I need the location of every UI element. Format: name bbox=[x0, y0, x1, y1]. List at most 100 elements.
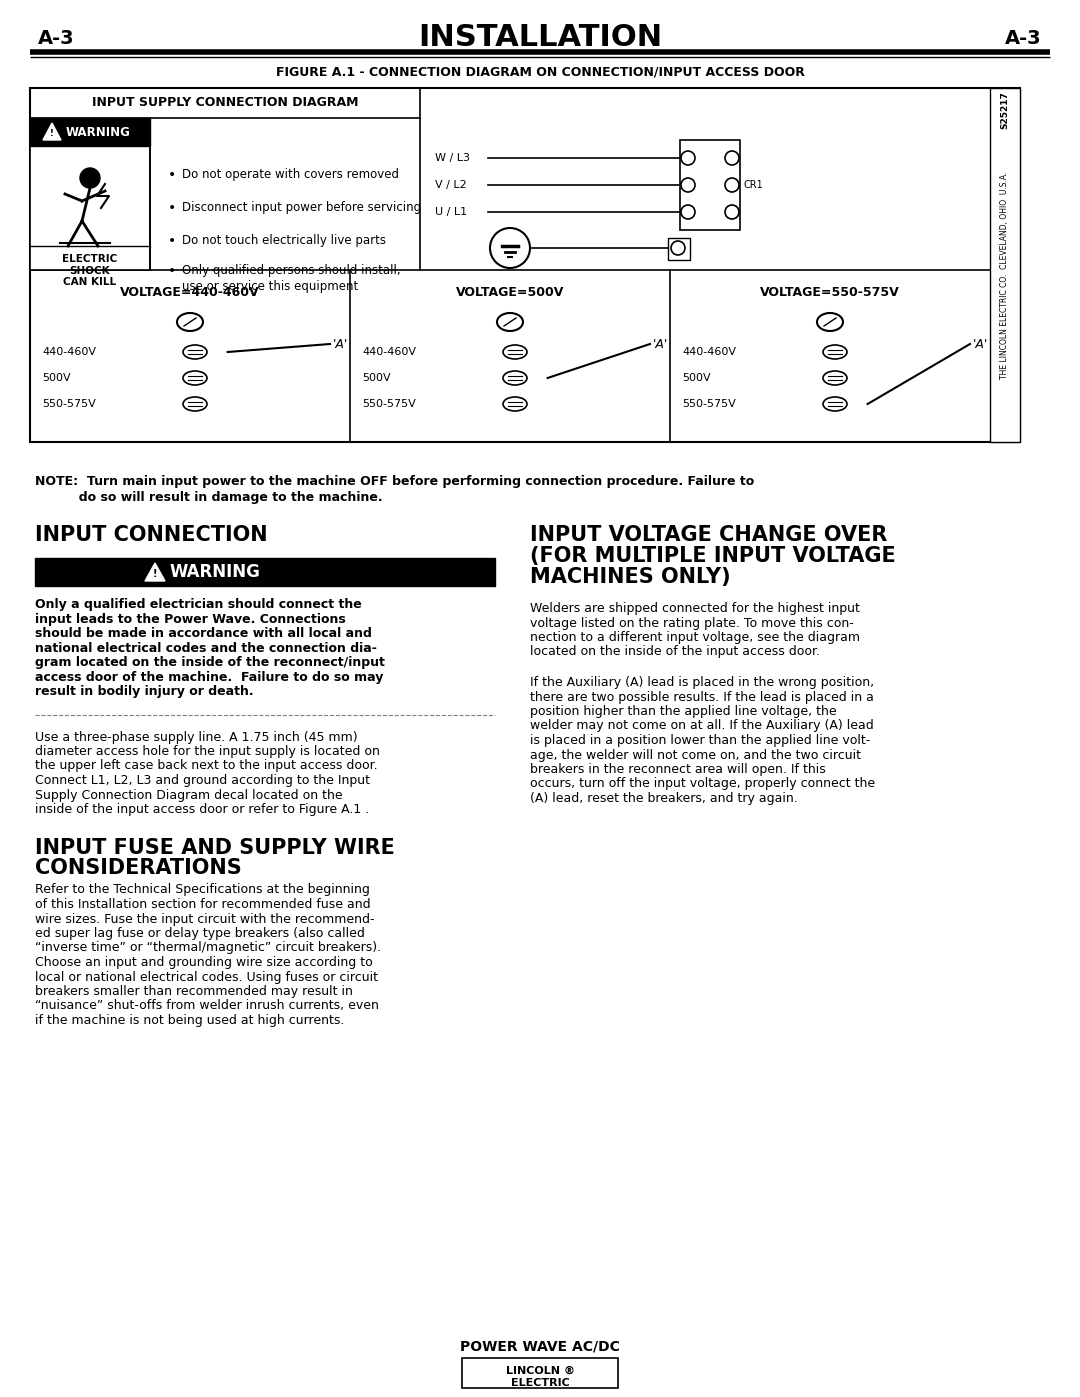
Text: wire sizes. Fuse the input circuit with the recommend-: wire sizes. Fuse the input circuit with … bbox=[35, 912, 375, 925]
Polygon shape bbox=[145, 563, 165, 581]
Ellipse shape bbox=[177, 313, 203, 331]
Ellipse shape bbox=[823, 397, 847, 411]
Text: located on the inside of the input access door.: located on the inside of the input acces… bbox=[530, 645, 820, 658]
Ellipse shape bbox=[183, 397, 207, 411]
Text: THE LINCOLN ELECTRIC CO.  CLEVELAND, OHIO  U.S.A.: THE LINCOLN ELECTRIC CO. CLEVELAND, OHIO… bbox=[1000, 172, 1010, 379]
Text: 550-575V: 550-575V bbox=[42, 400, 96, 409]
Text: 'A': 'A' bbox=[333, 338, 348, 351]
Text: of this Installation section for recommended fuse and: of this Installation section for recomme… bbox=[35, 898, 370, 911]
Bar bbox=[35, 557, 495, 585]
Text: POWER WAVE AC/DC: POWER WAVE AC/DC bbox=[460, 1340, 620, 1354]
Text: V / L2: V / L2 bbox=[435, 180, 467, 190]
Text: INPUT CONNECTION: INPUT CONNECTION bbox=[35, 525, 268, 545]
Text: WARNING: WARNING bbox=[66, 126, 131, 138]
Text: INSTALLATION: INSTALLATION bbox=[418, 24, 662, 53]
Text: 550-575V: 550-575V bbox=[681, 400, 735, 409]
Text: Refer to the Technical Specifications at the beginning: Refer to the Technical Specifications at… bbox=[35, 883, 369, 897]
Text: breakers in the reconnect area will open. If this: breakers in the reconnect area will open… bbox=[530, 763, 826, 775]
Polygon shape bbox=[43, 123, 60, 140]
Text: INPUT FUSE AND SUPPLY WIRE: INPUT FUSE AND SUPPLY WIRE bbox=[35, 837, 395, 858]
Ellipse shape bbox=[823, 372, 847, 386]
Text: Choose an input and grounding wire size according to: Choose an input and grounding wire size … bbox=[35, 956, 373, 970]
Text: 'A': 'A' bbox=[653, 338, 669, 351]
Text: CR1: CR1 bbox=[744, 180, 764, 190]
Text: VOLTAGE=550-575V: VOLTAGE=550-575V bbox=[760, 285, 900, 299]
Text: •: • bbox=[168, 264, 176, 278]
Text: result in bodily injury or death.: result in bodily injury or death. bbox=[35, 685, 254, 698]
Bar bbox=[30, 88, 1020, 441]
Text: A-3: A-3 bbox=[1005, 28, 1042, 47]
Text: (A) lead, reset the breakers, and try again.: (A) lead, reset the breakers, and try ag… bbox=[530, 792, 798, 805]
Text: 500V: 500V bbox=[362, 373, 391, 383]
Text: WARNING: WARNING bbox=[168, 563, 260, 581]
Text: if the machine is not being used at high currents.: if the machine is not being used at high… bbox=[35, 1014, 345, 1027]
Text: 440-460V: 440-460V bbox=[362, 346, 416, 358]
Text: nection to a different input voltage, see the diagram: nection to a different input voltage, se… bbox=[530, 631, 860, 644]
Text: national electrical codes and the connection dia-: national electrical codes and the connec… bbox=[35, 641, 377, 655]
Text: Only qualified persons should install,
use or service this equipment: Only qualified persons should install, u… bbox=[183, 264, 401, 293]
Text: W / L3: W / L3 bbox=[435, 154, 470, 163]
Text: input leads to the Power Wave. Connections: input leads to the Power Wave. Connectio… bbox=[35, 612, 346, 626]
Ellipse shape bbox=[183, 372, 207, 386]
Text: “nuisance” shut-offs from welder inrush currents, even: “nuisance” shut-offs from welder inrush … bbox=[35, 999, 379, 1013]
Bar bbox=[990, 88, 1020, 441]
Text: INPUT SUPPLY CONNECTION DIAGRAM: INPUT SUPPLY CONNECTION DIAGRAM bbox=[92, 96, 359, 109]
Text: welder may not come on at all. If the Auxiliary (A) lead: welder may not come on at all. If the Au… bbox=[530, 719, 874, 732]
Text: 440-460V: 440-460V bbox=[681, 346, 735, 358]
Text: ELECTRIC
SHOCK
CAN KILL: ELECTRIC SHOCK CAN KILL bbox=[63, 254, 118, 288]
Text: gram located on the inside of the reconnect/input: gram located on the inside of the reconn… bbox=[35, 657, 384, 669]
Circle shape bbox=[80, 168, 100, 189]
Text: VOLTAGE=440-460V: VOLTAGE=440-460V bbox=[120, 285, 260, 299]
Ellipse shape bbox=[816, 313, 843, 331]
Ellipse shape bbox=[503, 397, 527, 411]
Text: S25217: S25217 bbox=[1000, 91, 1010, 129]
Text: •: • bbox=[168, 235, 176, 249]
Text: (FOR MULTIPLE INPUT VOLTAGE: (FOR MULTIPLE INPUT VOLTAGE bbox=[530, 546, 895, 566]
Text: 550-575V: 550-575V bbox=[362, 400, 416, 409]
Text: LINCOLN ®: LINCOLN ® bbox=[505, 1366, 575, 1376]
Text: Welders are shipped connected for the highest input: Welders are shipped connected for the hi… bbox=[530, 602, 860, 615]
Ellipse shape bbox=[183, 345, 207, 359]
Text: is placed in a position lower than the applied line volt-: is placed in a position lower than the a… bbox=[530, 733, 870, 747]
Text: CONSIDERATIONS: CONSIDERATIONS bbox=[35, 858, 242, 877]
Text: NOTE:  Turn main input power to the machine OFF before performing connection pro: NOTE: Turn main input power to the machi… bbox=[35, 475, 754, 488]
Text: 'A': 'A' bbox=[973, 338, 988, 351]
Text: breakers smaller than recommended may result in: breakers smaller than recommended may re… bbox=[35, 985, 353, 997]
Ellipse shape bbox=[503, 345, 527, 359]
Text: voltage listed on the rating plate. To move this con-: voltage listed on the rating plate. To m… bbox=[530, 616, 854, 630]
Text: Use a three-phase supply line. A 1.75 inch (45 mm): Use a three-phase supply line. A 1.75 in… bbox=[35, 731, 357, 743]
Text: inside of the input access door or refer to Figure A.1 .: inside of the input access door or refer… bbox=[35, 803, 369, 816]
Text: U / L1: U / L1 bbox=[435, 207, 468, 217]
Bar bbox=[462, 1358, 618, 1389]
Text: FIGURE A.1 - CONNECTION DIAGRAM ON CONNECTION/INPUT ACCESS DOOR: FIGURE A.1 - CONNECTION DIAGRAM ON CONNE… bbox=[275, 66, 805, 78]
Text: “inverse time” or “thermal/magnetic” circuit breakers).: “inverse time” or “thermal/magnetic” cir… bbox=[35, 942, 381, 954]
Text: occurs, turn off the input voltage, properly connect the: occurs, turn off the input voltage, prop… bbox=[530, 778, 875, 791]
Text: access door of the machine.  Failure to do so may: access door of the machine. Failure to d… bbox=[35, 671, 383, 683]
Text: A-3: A-3 bbox=[38, 28, 75, 47]
Ellipse shape bbox=[503, 372, 527, 386]
Text: Do not operate with covers removed: Do not operate with covers removed bbox=[183, 168, 399, 182]
Text: do so will result in damage to the machine.: do so will result in damage to the machi… bbox=[35, 490, 382, 504]
Text: MACHINES ONLY): MACHINES ONLY) bbox=[530, 567, 731, 587]
Text: !: ! bbox=[50, 129, 54, 137]
Text: !: ! bbox=[152, 569, 158, 578]
Bar bbox=[30, 147, 150, 270]
Text: position higher than the applied line voltage, the: position higher than the applied line vo… bbox=[530, 705, 837, 718]
Text: age, the welder will not come on, and the two circuit: age, the welder will not come on, and th… bbox=[530, 749, 861, 761]
Text: If the Auxiliary (A) lead is placed in the wrong position,: If the Auxiliary (A) lead is placed in t… bbox=[530, 676, 874, 689]
Text: there are two possible results. If the lead is placed in a: there are two possible results. If the l… bbox=[530, 690, 874, 704]
Text: 440-460V: 440-460V bbox=[42, 346, 96, 358]
Text: Supply Connection Diagram decal located on the: Supply Connection Diagram decal located … bbox=[35, 788, 342, 802]
Bar bbox=[30, 117, 150, 147]
Bar bbox=[669, 237, 690, 260]
Text: Do not touch electrically live parts: Do not touch electrically live parts bbox=[183, 235, 386, 247]
Text: Only a qualified electrician should connect the: Only a qualified electrician should conn… bbox=[35, 598, 362, 610]
Text: 500V: 500V bbox=[42, 373, 70, 383]
Text: the upper left case back next to the input access door.: the upper left case back next to the inp… bbox=[35, 760, 378, 773]
Text: ed super lag fuse or delay type breakers (also called: ed super lag fuse or delay type breakers… bbox=[35, 928, 365, 940]
Text: VOLTAGE=500V: VOLTAGE=500V bbox=[456, 285, 564, 299]
Text: Connect L1, L2, L3 and ground according to the Input: Connect L1, L2, L3 and ground according … bbox=[35, 774, 370, 787]
Text: 500V: 500V bbox=[681, 373, 711, 383]
Text: ELECTRIC: ELECTRIC bbox=[511, 1377, 569, 1389]
Text: Disconnect input power before servicing: Disconnect input power before servicing bbox=[183, 201, 421, 214]
